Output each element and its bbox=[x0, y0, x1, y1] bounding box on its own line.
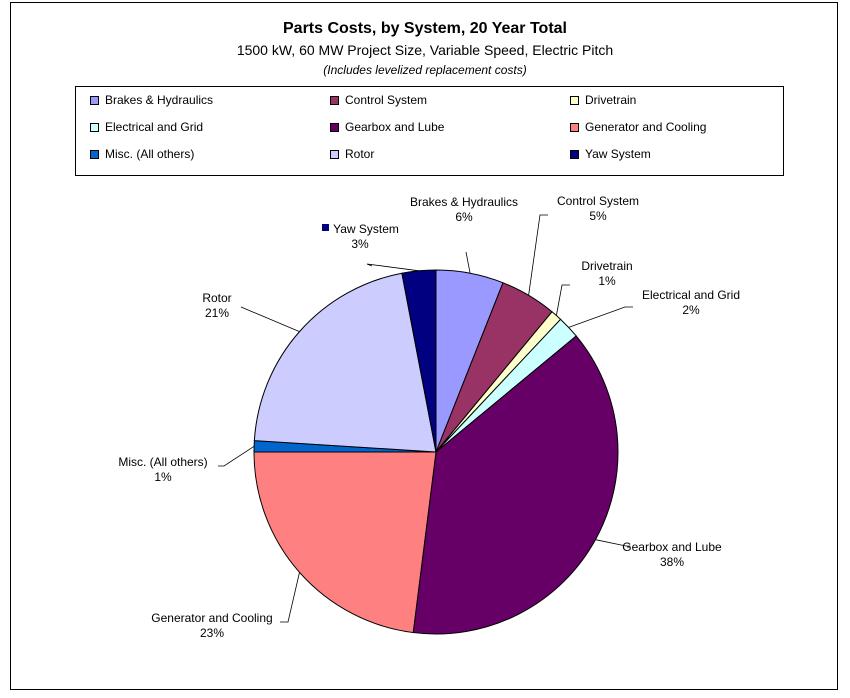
slice-label-electrical-and-grid: Electrical and Grid bbox=[642, 288, 740, 302]
slice-percent-gearbox-and-lube: 38% bbox=[660, 555, 684, 569]
slice-percent-yaw-system: 3% bbox=[351, 237, 369, 251]
legend-item-generator-and-cooling: Generator and Cooling bbox=[570, 119, 706, 135]
yaw-label-marker bbox=[322, 224, 329, 231]
legend-label: Drivetrain bbox=[585, 93, 637, 107]
chart-subtitle: 1500 kW, 60 MW Project Size, Variable Sp… bbox=[236, 42, 614, 58]
leader-line-electrical-and-grid bbox=[568, 306, 633, 328]
legend-swatch bbox=[570, 122, 579, 132]
chart-legend: Brakes & Hydraulics Control System Drivetr… bbox=[75, 86, 784, 176]
legend-label: Generator and Cooling bbox=[585, 120, 707, 134]
legend-swatch bbox=[90, 149, 99, 159]
legend-item-electrical-and-grid: Electrical and Grid bbox=[90, 119, 203, 135]
legend-swatch bbox=[90, 95, 99, 105]
slice-percent-brakes-hydraulics: 6% bbox=[455, 210, 473, 224]
legend-label: Gearbox and Lube bbox=[345, 120, 445, 134]
slice-percent-electrical-and-grid: 2% bbox=[682, 303, 700, 317]
legend-swatch bbox=[330, 95, 339, 105]
chart-note: (Includes levelized replacement costs) bbox=[323, 63, 527, 77]
legend-swatch bbox=[570, 95, 579, 105]
slice-percent-rotor: 21% bbox=[205, 306, 229, 320]
legend-item-drivetrain: Drivetrain bbox=[570, 92, 636, 108]
legend-item-yaw-system: Yaw System bbox=[570, 146, 651, 162]
slice-percent-generator-and-cooling: 23% bbox=[200, 626, 224, 640]
leader-line-control-system bbox=[528, 214, 548, 296]
leader-line-generator-and-cooling bbox=[280, 572, 300, 623]
legend-label: Electrical and Grid bbox=[105, 120, 204, 134]
slice-percent-control-system: 5% bbox=[589, 209, 607, 223]
legend-swatch bbox=[330, 122, 339, 132]
legend-label: Brakes & Hydraulics bbox=[105, 93, 214, 107]
legend-label: Yaw System bbox=[585, 147, 651, 161]
slice-label-generator-and-cooling: Generator and Cooling bbox=[151, 611, 272, 625]
legend-item-misc-all-others: Misc. (All others) bbox=[90, 146, 194, 162]
chart-title: Parts Costs, by System, 20 Year Total bbox=[283, 20, 567, 37]
legend-swatch bbox=[90, 122, 99, 132]
legend-label: Rotor bbox=[345, 147, 375, 161]
leader-line-gearbox-and-lube bbox=[595, 539, 630, 547]
legend-swatch bbox=[330, 149, 339, 159]
leader-line-brakes-hydraulics bbox=[465, 251, 471, 274]
pie-slice-gearbox-and-lube bbox=[412, 335, 619, 635]
leader-line-yaw-system bbox=[366, 263, 419, 272]
legend-item-rotor: Rotor bbox=[330, 146, 374, 162]
legend-swatch bbox=[570, 149, 579, 159]
slice-percent-misc-all-others: 1% bbox=[154, 470, 172, 484]
legend-item-control-system: Control System bbox=[330, 92, 427, 108]
slice-label-yaw-system: Yaw System bbox=[333, 222, 399, 236]
slice-label-control-system: Control System bbox=[557, 194, 639, 208]
leader-line-drivetrain bbox=[556, 284, 570, 316]
slice-label-rotor: Rotor bbox=[202, 291, 231, 305]
slice-label-misc-all-others: Misc. (All others) bbox=[118, 455, 207, 469]
slice-percent-drivetrain: 1% bbox=[598, 274, 616, 288]
leader-line-misc-all-others bbox=[218, 445, 255, 467]
pie-slice-generator-and-cooling bbox=[253, 451, 437, 634]
leader-line-rotor bbox=[240, 306, 300, 332]
legend-label: Control System bbox=[345, 93, 428, 107]
slice-label-brakes-hydraulics: Brakes & Hydraulics bbox=[410, 195, 518, 209]
legend-item-brakes-hydraulics: Brakes & Hydraulics bbox=[90, 92, 213, 108]
slice-label-drivetrain: Drivetrain bbox=[581, 259, 632, 273]
legend-item-gearbox-and-lube: Gearbox and Lube bbox=[330, 119, 444, 135]
legend-label: Misc. (All others) bbox=[105, 147, 195, 161]
slice-label-gearbox-and-lube: Gearbox and Lube bbox=[622, 540, 722, 554]
